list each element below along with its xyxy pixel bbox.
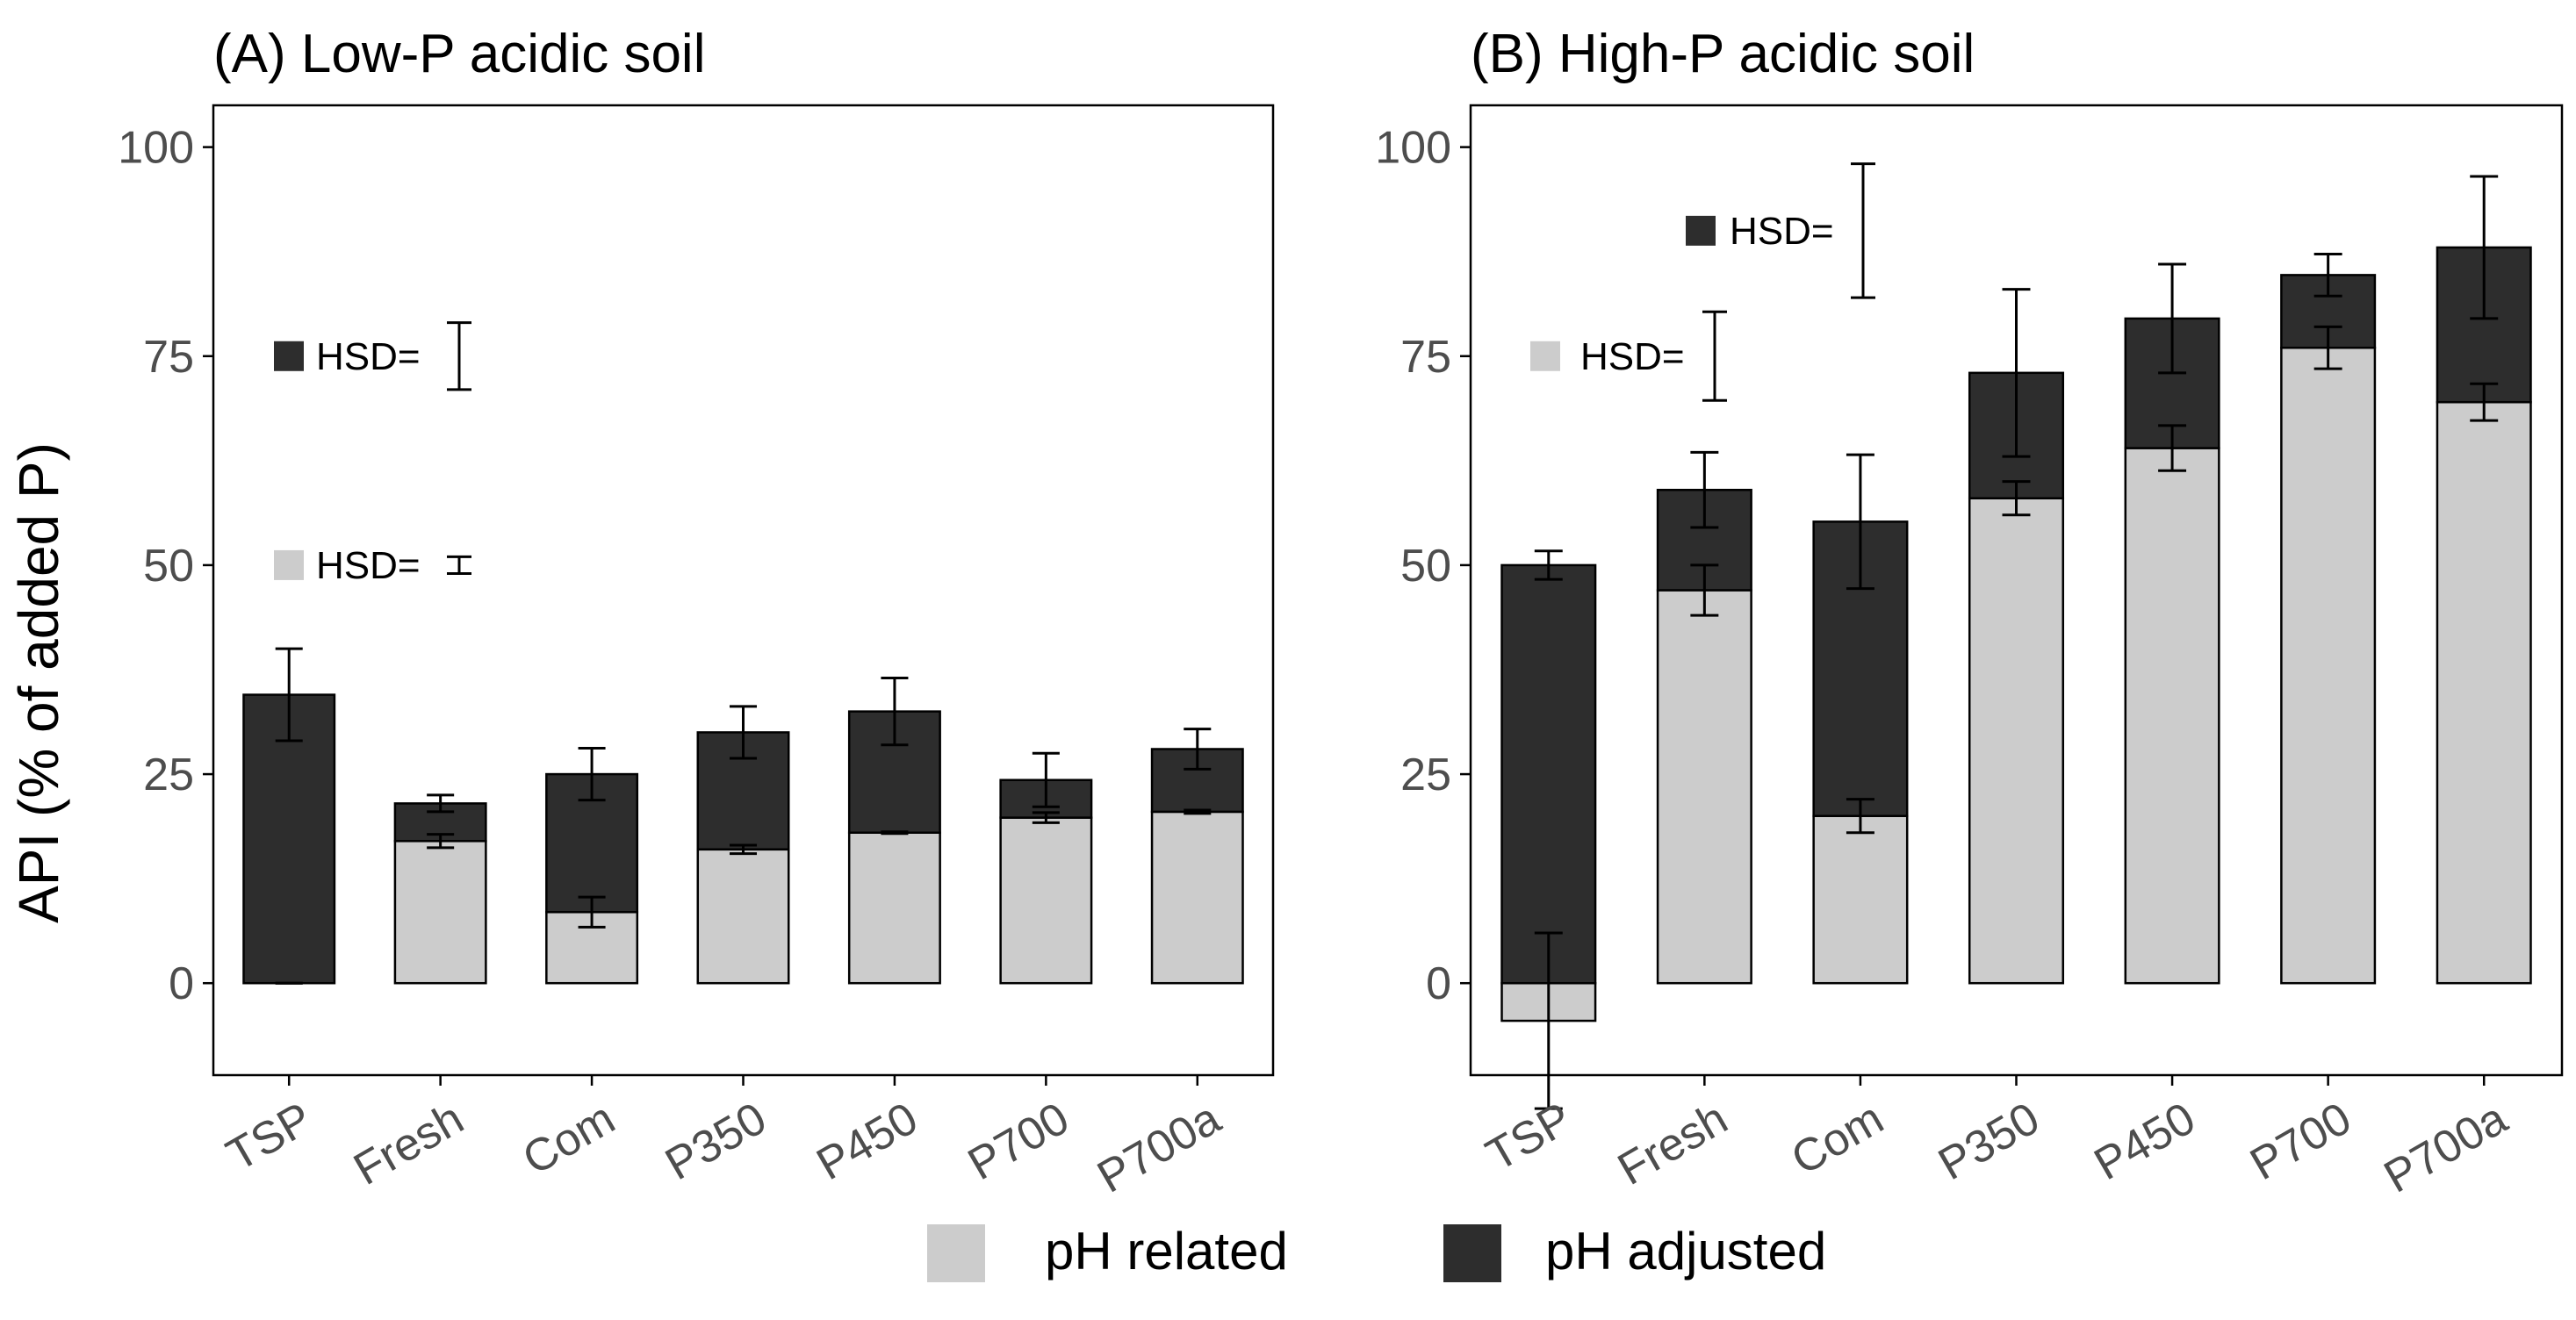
panel-a-bar-ph-related-p700a [1150, 810, 1244, 985]
panel-a-title: (A) Low-P acidic soil [213, 24, 705, 84]
panel-a-hsd-ph-adjusted-swatch [274, 341, 304, 371]
panel-b-ytick-label-75: 75 [1400, 332, 1451, 383]
legend-swatch-ph-adjusted [1443, 1224, 1501, 1282]
legend-label-ph-related: pH related [1045, 1222, 1288, 1281]
legend-swatch-ph-related [927, 1224, 985, 1282]
panel-a-hsd-ph-related-label: HSD= [316, 544, 421, 587]
panel-a-bar-ph-adjusted-tsp [242, 693, 336, 985]
panel-a-hsd-ph-related-swatch [274, 549, 304, 580]
panel-b-bar-ph-related-p700a [2436, 400, 2532, 985]
panel-b-hsd-ph-related-label: HSD= [1580, 335, 1685, 378]
panel-a-ytick-label-0: 0 [169, 958, 194, 1009]
panel-b-ytick-label-0: 0 [1426, 958, 1451, 1009]
panel-b-ytick-label-100: 100 [1375, 123, 1451, 174]
panel-a-bar-ph-related-fresh [393, 840, 487, 985]
panel-a-ytick-label-100: 100 [118, 123, 194, 174]
panel-b-ytick-label-25: 25 [1400, 750, 1451, 800]
panel-b-hsd-ph-related-swatch [1530, 341, 1560, 371]
panel-b-bar-ph-related-p450 [2124, 447, 2220, 985]
panel-a-ytick-label-25: 25 [143, 750, 194, 800]
panel-b-bar-ph-related-com [1812, 814, 1909, 985]
panel-b-bar-ph-related-fresh [1656, 589, 1752, 985]
legend: pH related pH adjusted [927, 1222, 1826, 1282]
panel-b-title: (B) High-P acidic soil [1471, 24, 1975, 84]
y-axis-title: API (% of added P) [7, 442, 70, 923]
panel-a-bar-ph-related-p700 [999, 816, 1093, 985]
panel-b-bar-ph-related-p350 [1968, 497, 2065, 985]
panel-b-ytick-label-50: 50 [1400, 541, 1451, 592]
panel-b-bar-ph-related-p700 [2280, 347, 2377, 985]
legend-label-ph-adjusted: pH adjusted [1545, 1222, 1826, 1281]
panel-a-bar-ph-related-p350 [696, 848, 790, 985]
panel-b-hsd-ph-adjusted-label: HSD= [1730, 210, 1834, 253]
panel-a-bar-ph-related-p450 [847, 831, 941, 985]
panel-b-hsd-ph-adjusted-swatch [1686, 215, 1716, 246]
panel-b-bar-ph-adjusted-tsp [1500, 563, 1597, 985]
panel-a-ytick-label-50: 50 [143, 541, 194, 592]
panel-a-hsd-ph-adjusted-label: HSD= [316, 335, 421, 378]
panel-a-ytick-label-75: 75 [143, 332, 194, 383]
